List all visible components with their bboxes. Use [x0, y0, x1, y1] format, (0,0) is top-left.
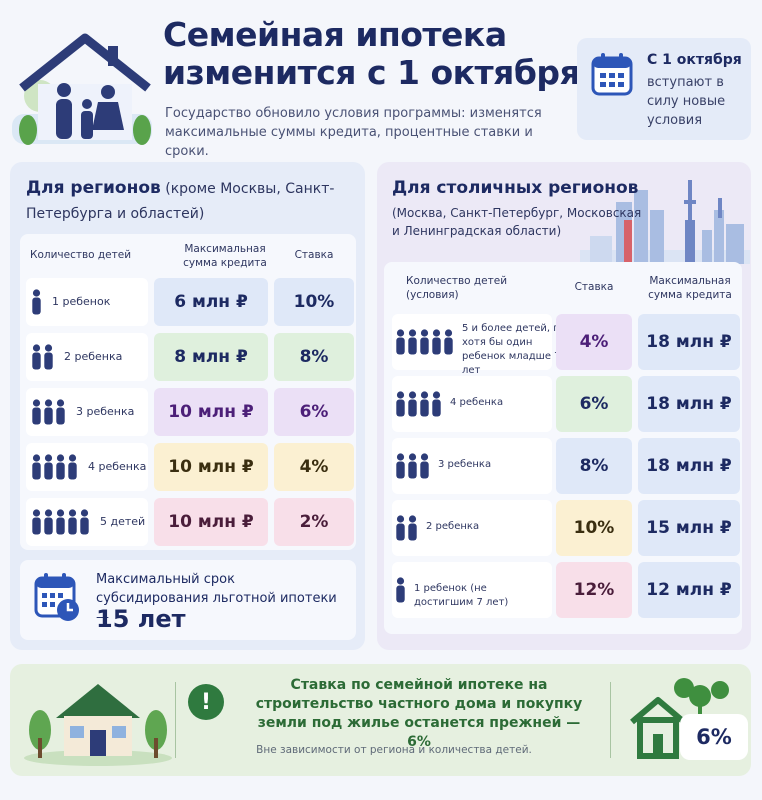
capital-row [392, 562, 552, 618]
capital-header-rate: Ставка [574, 281, 614, 293]
regions-row-amount: 6 млн ₽ [154, 278, 268, 326]
footer-rate-badge: 6% [680, 714, 748, 760]
capital-row-children: 5 и более детей, где хотя бы один ребено… [462, 323, 572, 376]
effective-date: С 1 октября [647, 52, 742, 68]
footer-note: Вне зависимости от региона и количества … [256, 744, 532, 756]
family-house-illustration [12, 33, 152, 145]
footer-divider-left [175, 682, 176, 758]
regions-row-rate: 10% [274, 278, 354, 326]
footer-divider-right [610, 682, 611, 758]
regions-header-children: Количество детей [30, 249, 132, 261]
footer-main-text: Ставка по семейной ипотеке на строительс… [255, 677, 583, 750]
house-trees-icon [630, 678, 729, 759]
children-icon [396, 515, 417, 545]
capital-row [392, 500, 552, 556]
effective-date-note: вступают в силу новые условия [647, 75, 726, 128]
regions-row-amount: 10 млн ₽ [154, 498, 268, 546]
regions-row-children: 2 ребенка [64, 350, 123, 363]
page-subtitle: Государство обновило условия программы: … [165, 106, 542, 159]
capital-row-children: 3 ребенка [438, 459, 492, 470]
regions-row-amount: 8 млн ₽ [154, 333, 268, 381]
regions-title: Для регионов (кроме Москвы, Санкт-Петерб… [26, 176, 346, 226]
capital-row-children: 4 ребенка [450, 397, 504, 408]
capital-row-rate: 8% [556, 438, 632, 494]
capital-subtitle: (Москва, Санкт-Петербург, Московская и Л… [392, 206, 642, 238]
capital-row-rate: 4% [556, 314, 632, 370]
capital-row [392, 438, 552, 494]
children-icon [396, 329, 453, 359]
capital-row [392, 314, 552, 370]
capital-row-rate: 12% [556, 562, 632, 618]
children-icon [32, 509, 89, 539]
children-icon [32, 454, 77, 484]
effective-date-card: С 1 октября вступают в силу новые услови… [577, 38, 751, 140]
capital-row-children: 2 ребенка [426, 521, 480, 532]
regions-row-rate: 2% [274, 498, 354, 546]
regions-row-children: 5 детей [100, 515, 146, 528]
regions-header-rate: Ставка [294, 249, 334, 261]
capital-row-amount: 18 млн ₽ [638, 438, 740, 494]
children-icon [32, 399, 65, 429]
capital-row-amount: 18 млн ₽ [638, 314, 740, 370]
city-skyline-illustration [580, 180, 750, 264]
capital-title: Для столичных регионов [392, 178, 639, 198]
children-icon [396, 391, 441, 421]
regions-row-children: 1 ребенок [52, 295, 111, 308]
regions-row-rate: 8% [274, 333, 354, 381]
subsidy-term-label: Максимальный срок субсидирования льготно… [96, 572, 337, 625]
children-icon [396, 577, 405, 607]
regions-row-children: 3 ребенка [76, 405, 135, 418]
capital-row-amount: 18 млн ₽ [638, 376, 740, 432]
regions-row-children: 4 ребенка [88, 460, 147, 473]
regions-row-rate: 6% [274, 388, 354, 436]
regions-row-amount: 10 млн ₽ [154, 388, 268, 436]
capital-row-rate: 10% [556, 500, 632, 556]
house-illustration [24, 684, 172, 766]
regions-row-amount: 10 млн ₽ [154, 443, 268, 491]
footer-banner: ! Ставка по семейной ипотеке на строител… [10, 664, 751, 776]
calendar-clock-icon [34, 573, 79, 621]
capital-row-amount: 12 млн ₽ [638, 562, 740, 618]
title-line-2: изменится с 1 октября [163, 53, 581, 92]
regions-row-rate: 4% [274, 443, 354, 491]
exclamation-icon: ! [188, 684, 224, 720]
regions-row [26, 278, 148, 326]
capital-header-children: Количество детей (условия) [406, 275, 508, 301]
subsidy-term-value: 15 лет [96, 605, 186, 633]
capital-row-rate: 6% [556, 376, 632, 432]
regions-header-amount: Максимальная сумма кредита [183, 243, 267, 269]
regions-title-light: (кроме Москвы, Санкт-Петербурга и област… [26, 181, 335, 222]
subsidy-term-card: Максимальный срок субсидирования льготно… [20, 560, 356, 640]
title-line-1: Семейная ипотека [163, 15, 507, 54]
calendar-icon [591, 53, 633, 96]
capital-header-amount: Максимальная сумма кредита [648, 275, 732, 301]
children-icon [396, 453, 429, 483]
capital-row-children: 1 ребенок (не достигшим 7 лет) [414, 583, 509, 608]
children-icon [32, 289, 41, 319]
children-icon [32, 344, 53, 374]
capital-row-amount: 15 млн ₽ [638, 500, 740, 556]
capital-row [392, 376, 552, 432]
regions-title-bold: Для регионов [26, 178, 161, 198]
page-title: Семейная ипотека изменится с 1 октября [163, 15, 581, 92]
